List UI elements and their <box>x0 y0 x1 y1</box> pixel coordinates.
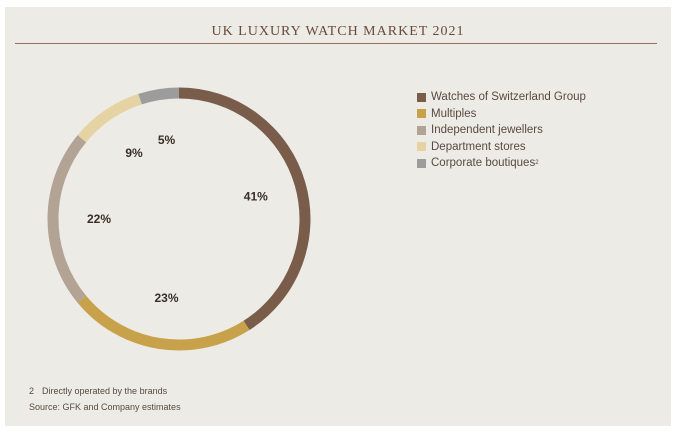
legend: Watches of Switzerland Group Multiples Ind… <box>417 89 586 172</box>
legend-label: Department stores <box>431 140 526 153</box>
legend-swatch <box>417 109 426 119</box>
footnote-number: 2 <box>29 386 35 396</box>
footnote-text: Directly operated by the brands <box>42 386 168 396</box>
legend-label: Independent jewellers <box>431 124 543 137</box>
donut-slice-1 <box>77 295 250 351</box>
donut-slice-4 <box>138 87 180 105</box>
legend-item-4: Corporate boutiques 2 <box>417 155 586 172</box>
slice-label-1: 23% <box>154 291 178 305</box>
legend-item-0: Watches of Switzerland Group <box>417 89 586 106</box>
slice-label-2: 22% <box>87 212 111 226</box>
legend-item-1: Multiples <box>417 106 586 123</box>
chart-panel: UK LUXURY WATCH MARKET 2021 41% 23% 22% 9% 5… <box>5 7 671 426</box>
donut-slice-0 <box>178 87 311 331</box>
title-divider <box>15 43 657 44</box>
legend-label: Watches of Switzerland Group <box>431 91 586 104</box>
legend-item-3: Department stores <box>417 139 586 156</box>
source-note: Source: GFK and Company estimates <box>29 402 181 412</box>
chart-title: UK LUXURY WATCH MARKET 2021 <box>211 24 465 39</box>
slice-label-3: 9% <box>125 146 143 160</box>
slice-label-0: 41% <box>244 190 268 204</box>
legend-item-2: Independent jewellers <box>417 122 586 139</box>
footnote-2: 2 Directly operated by the brands <box>29 383 181 399</box>
donut-chart: 41% 23% 22% 9% 5% <box>47 87 311 351</box>
donut-slice-2 <box>47 135 87 303</box>
footnotes: 2 Directly operated by the brands Source:… <box>29 383 181 415</box>
legend-label: Multiples <box>431 107 477 120</box>
legend-swatch <box>417 125 426 135</box>
legend-swatch <box>417 158 426 168</box>
slice-label-4: 5% <box>158 133 176 147</box>
legend-swatch <box>417 142 426 152</box>
donut-slice-3 <box>77 93 142 143</box>
legend-swatch <box>417 92 426 102</box>
legend-label: Corporate boutiques <box>431 157 536 170</box>
